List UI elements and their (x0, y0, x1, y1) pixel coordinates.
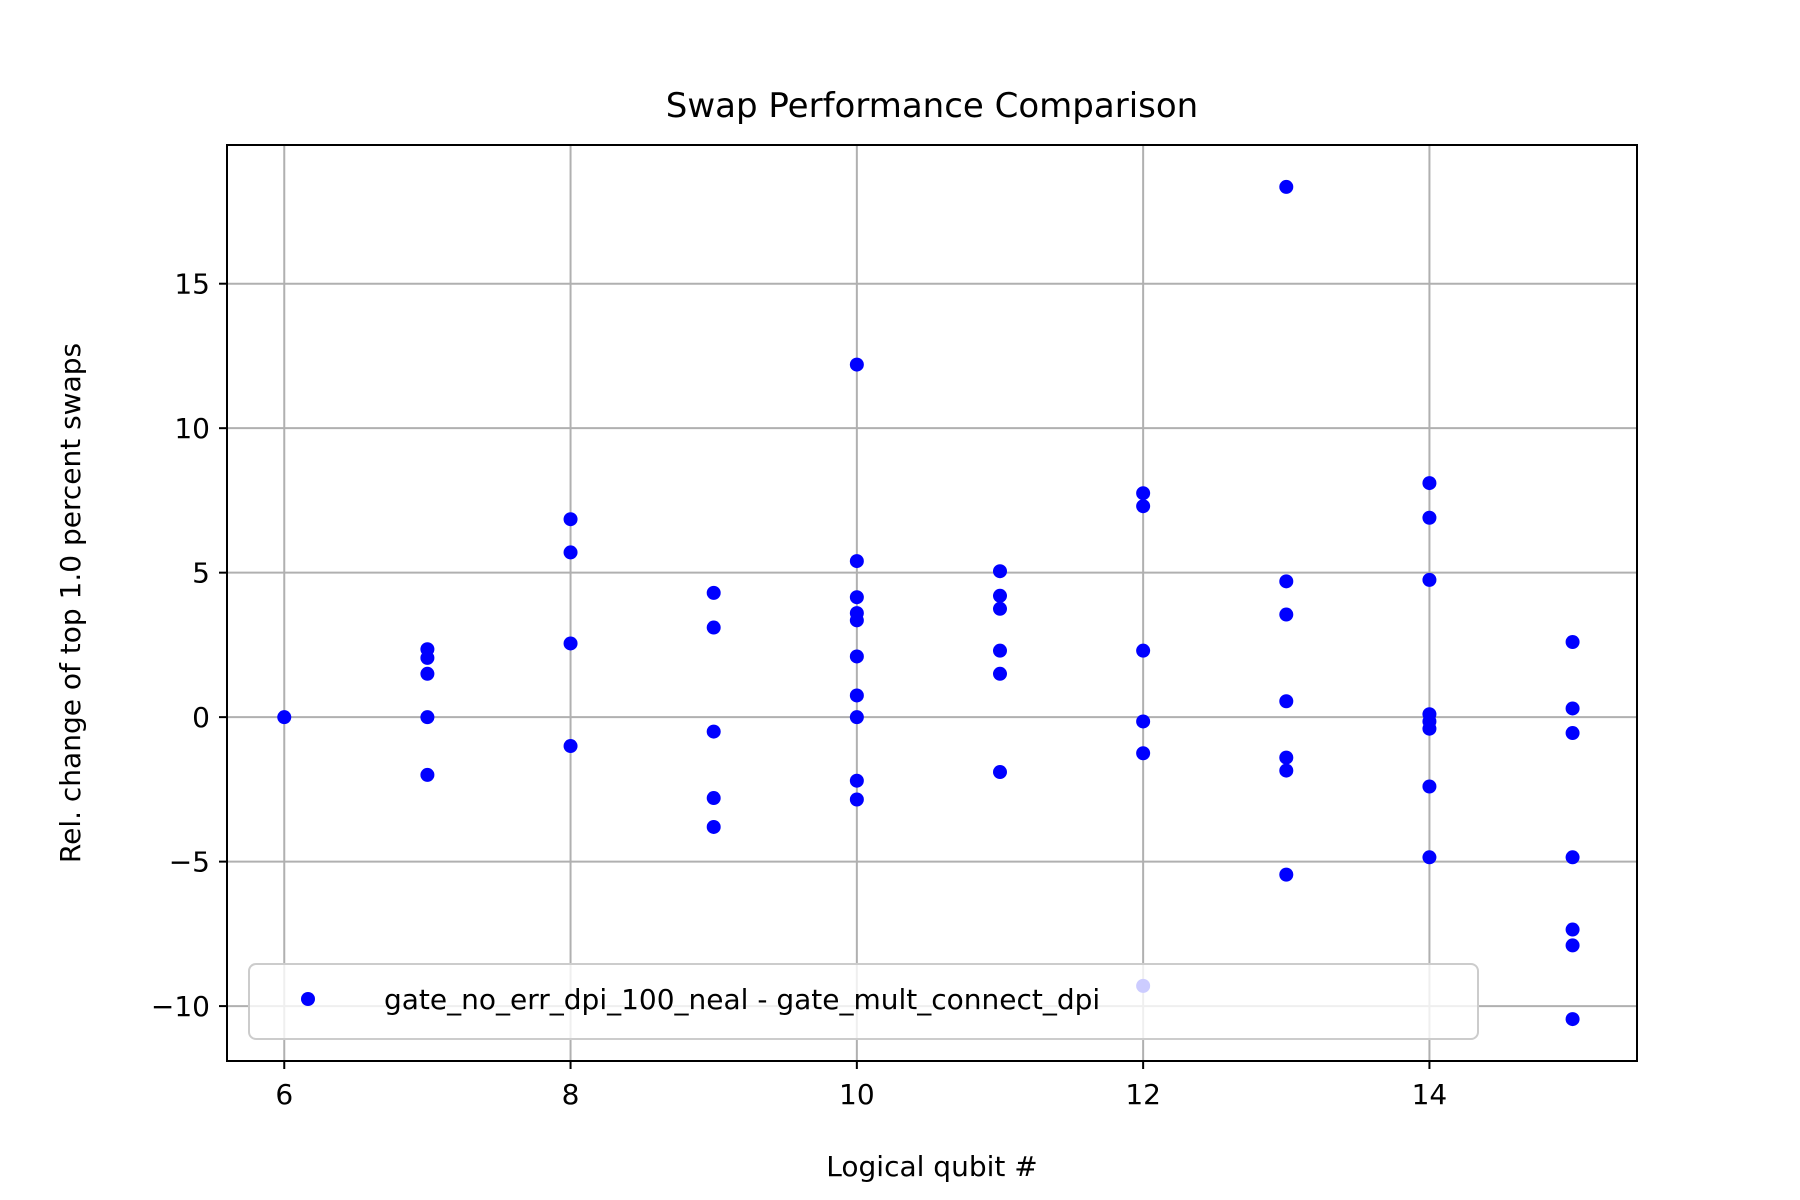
data-point (420, 666, 435, 681)
data-point (849, 554, 864, 569)
data-point (420, 710, 435, 725)
y-tick-label: −5 (169, 846, 210, 879)
data-point (1565, 635, 1580, 650)
data-point (992, 666, 1007, 681)
x-tick-label: 14 (1412, 1078, 1448, 1111)
data-point (992, 564, 1007, 579)
data-point (563, 739, 578, 754)
x-tick-label: 10 (839, 1078, 875, 1111)
data-point (849, 649, 864, 664)
data-point (849, 773, 864, 788)
data-point (1136, 643, 1151, 658)
data-point (1565, 922, 1580, 937)
data-point (706, 620, 721, 635)
data-point (1565, 701, 1580, 716)
data-point (1136, 714, 1151, 729)
x-tick-label: 12 (1125, 1078, 1161, 1111)
legend-label: gate_no_err_dpi_100_neal - gate_mult_con… (384, 983, 1100, 1016)
data-point (1279, 763, 1294, 778)
data-point (849, 792, 864, 807)
data-point (1422, 779, 1437, 794)
data-point (420, 650, 435, 665)
data-point (1279, 694, 1294, 709)
chart-title: Swap Performance Comparison (666, 86, 1198, 126)
data-point (992, 601, 1007, 616)
data-point (849, 613, 864, 628)
data-point (277, 710, 292, 725)
axes-frame (226, 144, 1638, 1062)
data-point (563, 512, 578, 527)
data-point (1565, 938, 1580, 953)
data-point (992, 765, 1007, 780)
data-point (849, 590, 864, 605)
data-point (1422, 572, 1437, 587)
y-tick-label: 5 (192, 557, 210, 590)
data-point (1422, 476, 1437, 491)
data-point (706, 791, 721, 806)
y-tick-label: −10 (151, 990, 210, 1023)
data-point (1279, 179, 1294, 194)
data-point (706, 585, 721, 600)
data-point (1565, 726, 1580, 741)
data-point (849, 688, 864, 703)
legend-marker (301, 992, 315, 1006)
data-point (849, 357, 864, 372)
data-point (1565, 1012, 1580, 1027)
data-point (1422, 510, 1437, 525)
data-point (992, 588, 1007, 603)
data-point (1279, 867, 1294, 882)
legend: gate_no_err_dpi_100_neal - gate_mult_con… (248, 963, 1479, 1040)
data-point (563, 545, 578, 560)
x-tick-label: 6 (275, 1078, 293, 1111)
data-point (1136, 499, 1151, 514)
data-point (1565, 850, 1580, 865)
y-tick-label: 15 (174, 268, 210, 301)
data-point (563, 636, 578, 651)
data-point (849, 710, 864, 725)
data-point (1136, 486, 1151, 501)
data-point (1279, 607, 1294, 622)
data-point (420, 767, 435, 782)
data-point (1422, 850, 1437, 865)
data-point (1422, 721, 1437, 736)
data-point (1279, 574, 1294, 589)
legend-box (248, 963, 1479, 1040)
y-axis-title: Rel. change of top 1.0 percent swaps (54, 343, 87, 863)
x-axis-title: Logical qubit # (826, 1150, 1037, 1183)
axis-ticks: 6 8 10 12 14 −10 −5 0 5 10 15 (151, 268, 1447, 1111)
data-point (706, 724, 721, 739)
data-point (706, 819, 721, 834)
y-tick-label: 10 (174, 412, 210, 445)
data-point (1279, 750, 1294, 765)
x-tick-label: 8 (562, 1078, 580, 1111)
data-point (992, 643, 1007, 658)
y-tick-label: 0 (192, 701, 210, 734)
data-point (1136, 746, 1151, 761)
